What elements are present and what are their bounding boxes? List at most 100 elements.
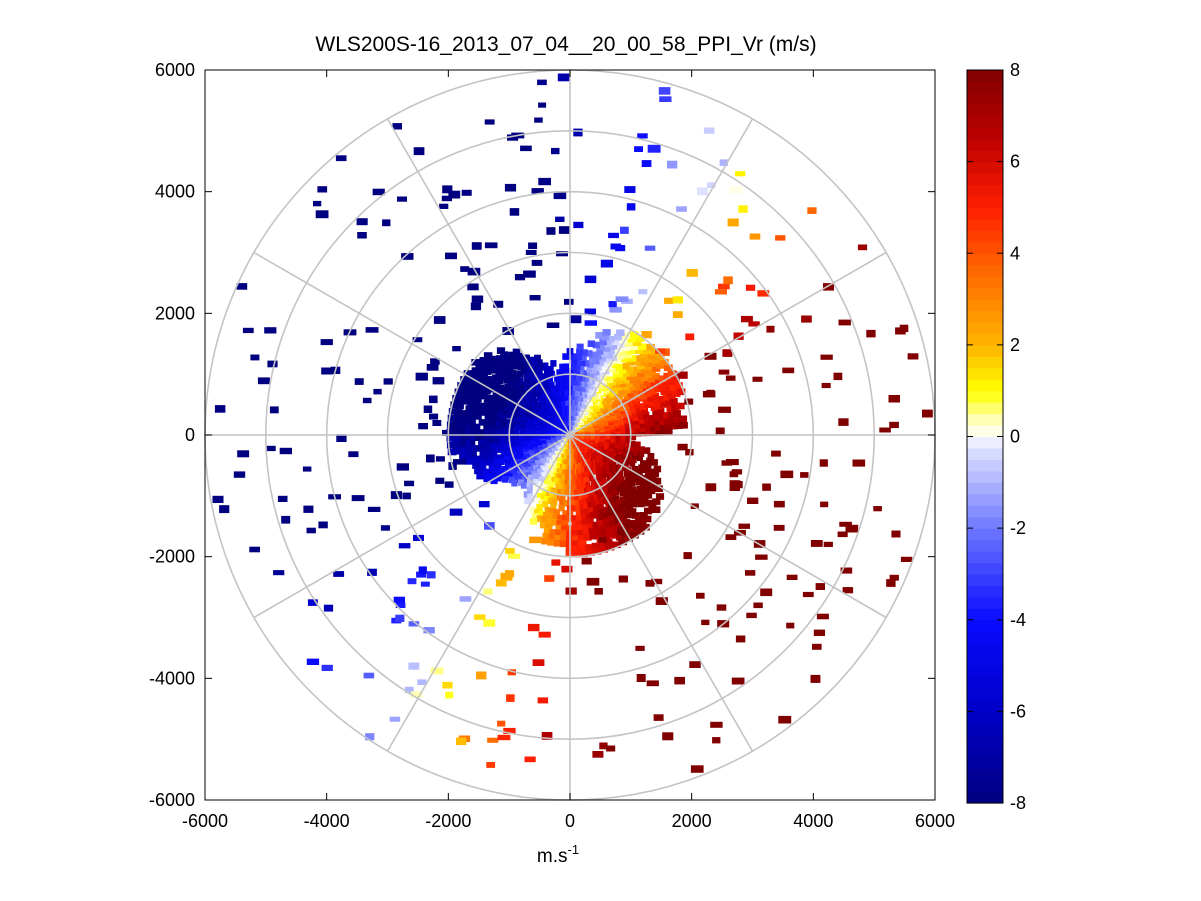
velocity-cell — [573, 221, 584, 229]
velocity-cell — [458, 447, 467, 454]
velocity-cell — [667, 370, 677, 377]
velocity-cell — [576, 343, 584, 351]
velocity-cell — [641, 331, 652, 339]
velocity-cell — [597, 504, 604, 511]
velocity-cell — [476, 671, 487, 680]
velocity-cell — [257, 377, 270, 385]
velocity-cell — [534, 508, 541, 516]
velocity-cell — [638, 474, 645, 482]
velocity-cell — [643, 416, 651, 423]
velocity-cell — [725, 375, 736, 381]
velocity-cell — [465, 458, 474, 465]
velocity-cell — [532, 361, 539, 368]
velocity-cell — [625, 359, 634, 366]
colorbar-segment — [967, 470, 1003, 483]
velocity-cell — [533, 478, 539, 486]
velocity-cell — [604, 489, 610, 496]
velocity-cell — [518, 357, 526, 364]
velocity-cell — [599, 338, 607, 346]
velocity-cell — [646, 383, 654, 390]
velocity-cell — [454, 388, 464, 396]
velocity-cell — [467, 440, 476, 447]
x-tick-label: 6000 — [915, 811, 955, 831]
velocity-cell — [576, 514, 583, 522]
velocity-cell — [547, 376, 553, 384]
velocity-cell — [810, 674, 821, 683]
velocity-cell — [633, 373, 641, 381]
velocity-cell — [634, 472, 641, 479]
velocity-cell — [483, 588, 493, 595]
velocity-cell — [461, 189, 472, 196]
velocity-cell — [488, 434, 495, 441]
velocity-cell — [233, 471, 246, 478]
velocity-cell — [495, 579, 507, 587]
velocity-cell — [665, 428, 673, 436]
velocity-cell — [569, 315, 582, 324]
velocity-cell — [452, 422, 461, 429]
velocity-cell — [599, 508, 606, 516]
velocity-cell — [541, 379, 547, 386]
velocity-cell — [571, 505, 578, 512]
velocity-cell — [561, 378, 567, 386]
velocity-cell — [852, 459, 866, 467]
velocity-cell — [633, 489, 641, 497]
velocity-cell — [536, 359, 543, 366]
velocity-cell — [729, 186, 743, 194]
velocity-cell — [640, 489, 648, 496]
colorbar-segment — [967, 505, 1003, 518]
velocity-cell — [637, 362, 645, 370]
velocity-cell — [544, 479, 549, 487]
velocity-cell — [550, 360, 557, 367]
velocity-cell — [660, 401, 668, 408]
colorbar-segment — [967, 321, 1003, 335]
velocity-cell — [577, 535, 586, 542]
velocity-cell — [886, 579, 896, 587]
velocity-cell — [408, 621, 420, 627]
plot-area — [204, 69, 936, 801]
velocity-cell — [490, 477, 498, 485]
velocity-cell — [629, 376, 637, 384]
velocity-cell — [527, 493, 534, 501]
velocity-cell — [630, 456, 637, 464]
velocity-cell — [615, 499, 623, 506]
velocity-cell — [535, 382, 542, 390]
velocity-cell — [665, 386, 674, 393]
velocity-cell — [484, 415, 492, 422]
velocity-cell — [637, 520, 647, 527]
velocity-cell — [561, 515, 569, 522]
velocity-cell — [676, 388, 686, 396]
velocity-cell — [617, 341, 625, 348]
velocity-cell — [612, 495, 620, 502]
velocity-cell — [587, 361, 594, 368]
azimuth-spoke — [386, 118, 571, 436]
velocity-cell — [722, 349, 733, 357]
velocity-cell — [597, 493, 604, 500]
velocity-cell — [495, 355, 504, 362]
colorbar-segment — [967, 367, 1003, 380]
velocity-cell — [593, 379, 599, 386]
velocity-cell — [408, 662, 420, 670]
colorbar-segment — [967, 436, 1003, 449]
velocity-cell — [773, 524, 785, 531]
colorbar-segment — [967, 276, 1003, 289]
velocity-cell — [547, 486, 553, 494]
velocity-cell — [671, 376, 680, 383]
velocity-cell — [457, 422, 466, 429]
velocity-cell — [445, 691, 454, 699]
velocity-cell — [442, 185, 453, 194]
velocity-cell — [315, 210, 329, 219]
velocity-cell — [662, 380, 671, 388]
velocity-cell — [655, 378, 663, 385]
velocity-cell — [731, 677, 745, 685]
velocity-cell — [250, 354, 260, 361]
velocity-cell — [588, 372, 595, 379]
velocity-cell — [678, 415, 688, 423]
velocity-cell — [782, 367, 795, 374]
velocity-cell — [638, 417, 646, 424]
velocity-cell — [354, 378, 364, 385]
colorbar-segment — [967, 127, 1003, 140]
velocity-cell — [612, 513, 620, 520]
velocity-cell — [675, 371, 688, 379]
velocity-cell — [602, 398, 607, 405]
velocity-cell — [429, 413, 439, 420]
